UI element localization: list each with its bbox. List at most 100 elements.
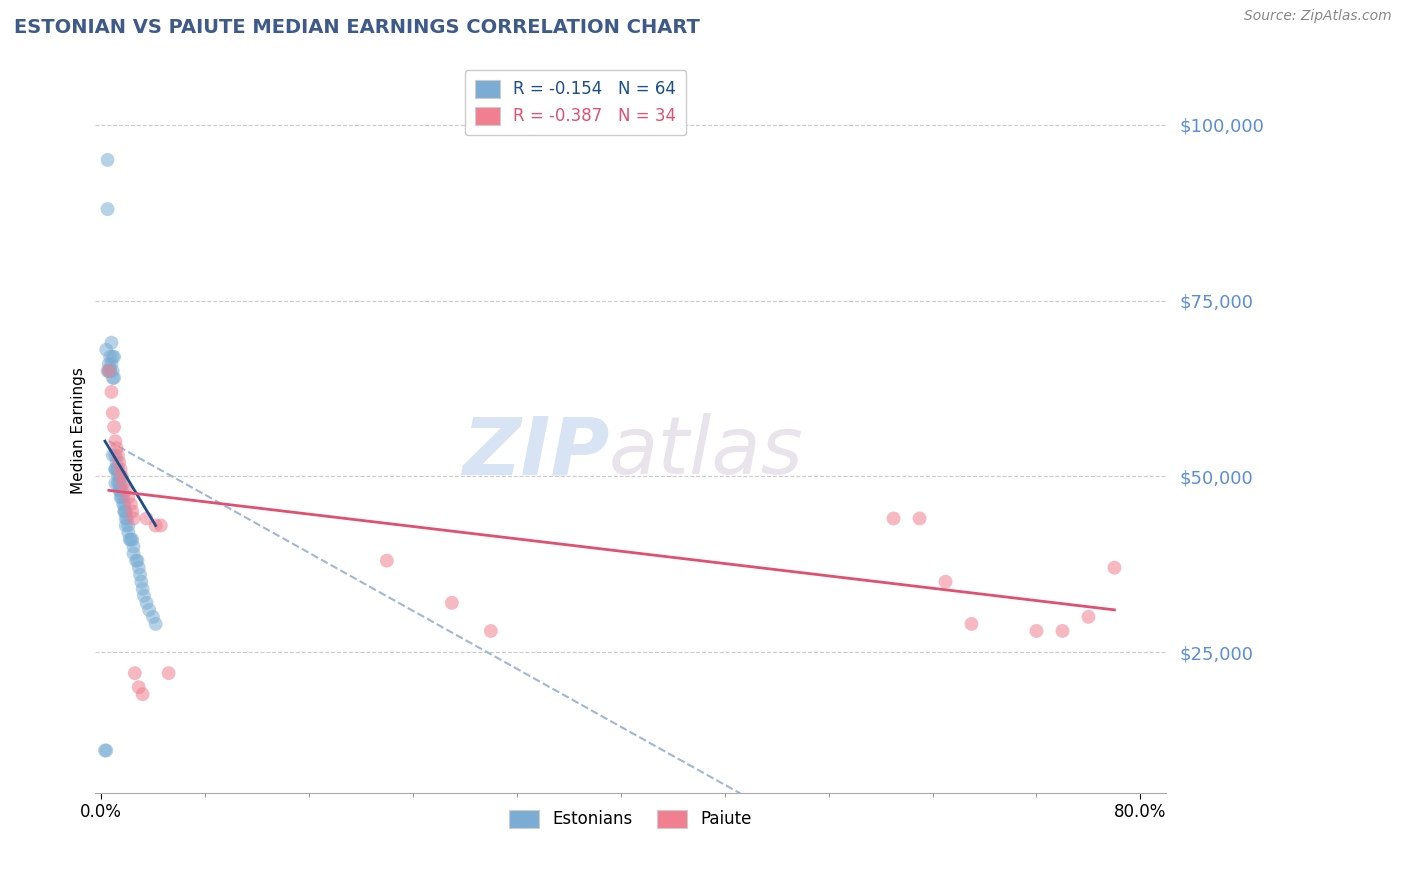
Point bbox=[114, 504, 136, 518]
Point bbox=[1077, 610, 1099, 624]
Point bbox=[107, 469, 129, 483]
Point bbox=[142, 610, 165, 624]
Point bbox=[111, 483, 134, 498]
Point bbox=[118, 533, 141, 547]
Text: ZIP: ZIP bbox=[461, 413, 609, 491]
Point bbox=[128, 560, 150, 574]
Point bbox=[125, 554, 148, 568]
Point bbox=[100, 357, 122, 371]
Point bbox=[135, 511, 157, 525]
Point bbox=[108, 469, 131, 483]
Point bbox=[131, 582, 153, 596]
Point bbox=[114, 518, 136, 533]
Point bbox=[479, 624, 502, 638]
Point bbox=[105, 462, 128, 476]
Point bbox=[98, 364, 121, 378]
Point bbox=[100, 384, 122, 399]
Point bbox=[97, 364, 120, 378]
Point bbox=[138, 603, 160, 617]
Point bbox=[110, 491, 132, 505]
Point bbox=[1025, 624, 1047, 638]
Point bbox=[122, 511, 145, 525]
Point bbox=[97, 153, 120, 167]
Point bbox=[105, 441, 128, 455]
Point bbox=[135, 596, 157, 610]
Text: atlas: atlas bbox=[609, 413, 804, 491]
Point bbox=[104, 476, 127, 491]
Point bbox=[115, 511, 138, 525]
Point bbox=[131, 687, 153, 701]
Point bbox=[112, 497, 135, 511]
Point bbox=[122, 547, 145, 561]
Point bbox=[97, 364, 120, 378]
Point bbox=[112, 491, 135, 505]
Point bbox=[128, 680, 150, 694]
Text: Source: ZipAtlas.com: Source: ZipAtlas.com bbox=[1244, 9, 1392, 23]
Point bbox=[114, 504, 136, 518]
Point bbox=[104, 448, 127, 462]
Legend: Estonians, Paiute: Estonians, Paiute bbox=[502, 803, 759, 835]
Point bbox=[94, 743, 117, 757]
Point bbox=[960, 616, 983, 631]
Point bbox=[114, 483, 136, 498]
Point bbox=[110, 483, 132, 498]
Point bbox=[131, 574, 153, 589]
Point bbox=[104, 462, 127, 476]
Point bbox=[375, 554, 398, 568]
Point bbox=[145, 616, 167, 631]
Point bbox=[129, 567, 152, 582]
Point bbox=[114, 497, 136, 511]
Point bbox=[101, 448, 124, 462]
Point bbox=[120, 533, 142, 547]
Point bbox=[108, 476, 131, 491]
Point bbox=[97, 357, 120, 371]
Point bbox=[101, 364, 124, 378]
Point bbox=[120, 497, 142, 511]
Point bbox=[114, 504, 136, 518]
Point bbox=[1104, 560, 1126, 574]
Point bbox=[121, 533, 143, 547]
Point bbox=[883, 511, 905, 525]
Point bbox=[149, 518, 172, 533]
Point bbox=[105, 455, 128, 469]
Point bbox=[100, 335, 122, 350]
Point bbox=[101, 350, 124, 364]
Point bbox=[117, 491, 139, 505]
Point bbox=[934, 574, 956, 589]
Point bbox=[97, 202, 120, 216]
Point bbox=[104, 462, 127, 476]
Point bbox=[101, 406, 124, 420]
Point bbox=[117, 518, 139, 533]
Point bbox=[107, 448, 129, 462]
Point bbox=[96, 743, 118, 757]
Point bbox=[103, 420, 125, 434]
Point bbox=[111, 469, 134, 483]
Point bbox=[110, 476, 132, 491]
Point bbox=[108, 483, 131, 498]
Point bbox=[103, 350, 125, 364]
Point bbox=[121, 504, 143, 518]
Point bbox=[98, 350, 121, 364]
Point bbox=[103, 371, 125, 385]
Point bbox=[124, 666, 146, 681]
Point bbox=[117, 525, 139, 540]
Text: ESTONIAN VS PAIUTE MEDIAN EARNINGS CORRELATION CHART: ESTONIAN VS PAIUTE MEDIAN EARNINGS CORRE… bbox=[14, 18, 700, 37]
Point bbox=[104, 434, 127, 449]
Point bbox=[96, 343, 118, 357]
Point bbox=[101, 371, 124, 385]
Point bbox=[908, 511, 931, 525]
Point bbox=[110, 462, 132, 476]
Point bbox=[107, 476, 129, 491]
Point bbox=[127, 554, 149, 568]
Point bbox=[111, 491, 134, 505]
Y-axis label: Median Earnings: Median Earnings bbox=[72, 368, 86, 494]
Point bbox=[157, 666, 180, 681]
Point bbox=[112, 476, 135, 491]
Point bbox=[440, 596, 463, 610]
Point bbox=[107, 462, 129, 476]
Point bbox=[97, 364, 120, 378]
Point bbox=[108, 455, 131, 469]
Point bbox=[110, 469, 132, 483]
Point bbox=[1052, 624, 1074, 638]
Point bbox=[122, 540, 145, 554]
